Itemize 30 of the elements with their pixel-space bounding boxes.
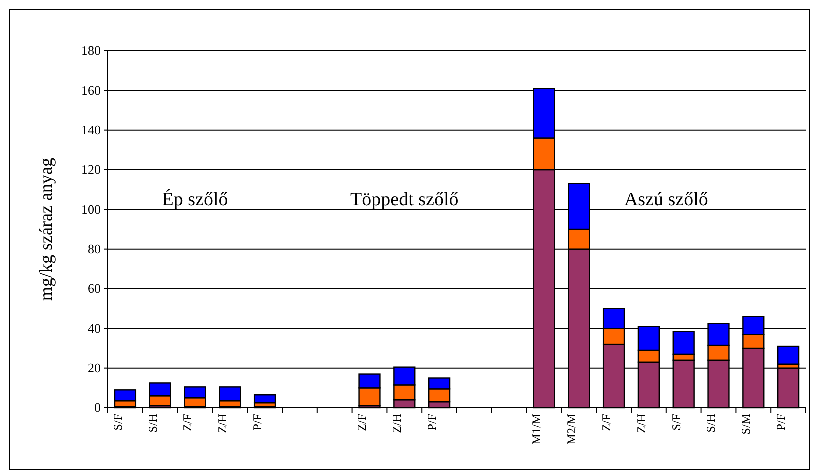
- x-tick-label: P/F: [250, 414, 264, 431]
- x-tick-label: Z/H: [216, 414, 230, 434]
- x-tick-label: M1/M: [530, 414, 544, 445]
- x-tick-label: S/M: [739, 414, 754, 435]
- x-tick-label: S/F: [110, 414, 125, 431]
- y-tick-label: 160: [82, 82, 101, 98]
- x-tick-label: Z/F: [355, 414, 370, 432]
- x-tick-label: S/F: [669, 414, 684, 431]
- x-tick-label: Z/H: [390, 414, 404, 434]
- annotation: Aszú szőlő: [624, 190, 708, 211]
- annotation: Ép szőlő: [162, 188, 228, 211]
- x-tick-label: M2/M: [564, 414, 579, 445]
- annotation: Töppedt szőlő: [350, 190, 459, 211]
- y-tick-label: 140: [82, 122, 101, 138]
- y-tick-label: 120: [82, 162, 101, 178]
- x-tick-label: S/H: [146, 414, 160, 433]
- y-tick-label: 80: [88, 241, 101, 256]
- x-tick-label: P/F: [774, 414, 788, 431]
- y-tick-label: 40: [88, 320, 101, 336]
- x-tick-label: Z/F: [180, 414, 195, 432]
- x-tick-label: P/F: [424, 414, 439, 431]
- x-tick-label: Z/H: [634, 414, 648, 434]
- x-tick-label: S/H: [704, 414, 718, 433]
- y-tick-label: 0: [94, 400, 101, 416]
- x-tick-label: Z/F: [599, 414, 614, 432]
- y-tick-label: 100: [82, 202, 101, 217]
- y-axis-title: mg/kg száraz anyag: [36, 158, 56, 301]
- y-tick-label: 180: [82, 43, 101, 58]
- y-tick-label: 20: [88, 360, 101, 376]
- y-tick-label: 60: [88, 281, 101, 296]
